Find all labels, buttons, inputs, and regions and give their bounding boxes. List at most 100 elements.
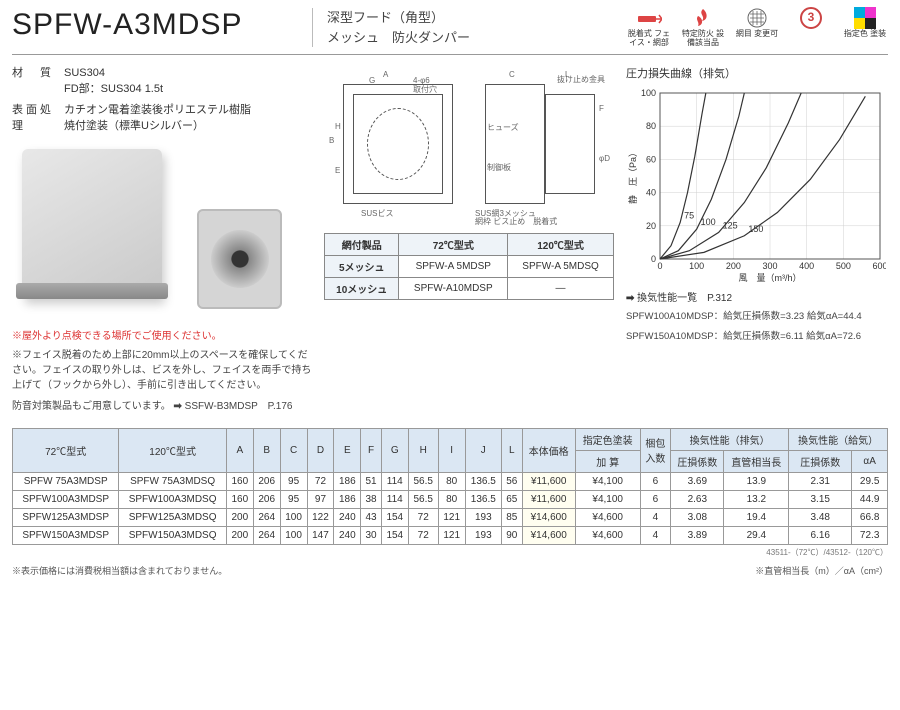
th: 圧損係数 [671, 450, 724, 472]
cell: 19.4 [724, 508, 789, 526]
cell: ¥11,600 [522, 490, 575, 508]
header-row: SPFW-A3MDSP 深型フード（角型） メッシュ 防火ダンパー 脱着式 フェ… [12, 8, 888, 55]
cell: 97 [307, 490, 334, 508]
right-column: 圧力損失曲線（排気） 01002003004005006000204060801… [626, 65, 888, 414]
svg-text:75: 75 [684, 210, 694, 220]
svg-text:150: 150 [748, 223, 763, 233]
cell: 51 [361, 472, 382, 490]
left-column: 材 質 SUS304 FD部：SUS304 1.5t 表面処理 カチオン電着塗装… [12, 65, 312, 414]
cell: 206 [253, 472, 280, 490]
svg-text:静 圧（Pa）: 静 圧（Pa） [627, 148, 638, 204]
cell: 43 [361, 508, 382, 526]
cell: 121 [438, 526, 465, 544]
th: G [381, 428, 408, 472]
th: 加 算 [575, 450, 640, 472]
cell: 200 [226, 508, 253, 526]
fire-icon [690, 8, 716, 28]
note-install: ※フェイス脱着のため上部に20mm以上のスペースを確保してください。フェイスの取… [12, 348, 312, 393]
note-red: ※屋外より点検できる場所でご使用ください。 [12, 327, 312, 342]
th: B [253, 428, 280, 472]
cell: 95 [280, 472, 307, 490]
th: 換気性能（排気） [671, 428, 789, 450]
th: 換気性能（給気） [789, 428, 888, 450]
tax-note: ※表示価格には消費税相当額は含まれておりません。 [12, 564, 227, 577]
cell: 193 [465, 526, 501, 544]
svg-text:100: 100 [689, 261, 704, 271]
cell: 186 [334, 472, 361, 490]
cell: 186 [334, 490, 361, 508]
th: 圧損係数 [789, 450, 852, 472]
cell: 5メッシュ [325, 255, 399, 277]
cell: 95 [280, 490, 307, 508]
subtitle-line2: メッシュ 防火ダンパー [327, 28, 512, 48]
product-photo [12, 139, 312, 319]
cell: ¥4,600 [575, 508, 640, 526]
cell: 3.89 [671, 526, 724, 544]
th: C [280, 428, 307, 472]
cell: ¥14,600 [522, 508, 575, 526]
svg-text:40: 40 [646, 187, 656, 197]
badge-fire: 特定防火 設備該当品 [680, 8, 726, 48]
svg-text:200: 200 [726, 261, 741, 271]
chart-spec2: SPFW150A10MDSP：給気圧損係数=6.11 給気αA=72.6 [626, 330, 888, 344]
th: I [438, 428, 465, 472]
cell: SPFW 75A3MDSQ [119, 472, 227, 490]
cell: 193 [465, 508, 501, 526]
th: 120℃型式 [119, 428, 227, 472]
cell: 100 [280, 508, 307, 526]
svg-text:500: 500 [836, 261, 851, 271]
cell: SPFW150A3MDSQ [119, 526, 227, 544]
badge-label: 脱着式 フェイス・網部 [626, 30, 672, 48]
spec-label: 材 質 [12, 65, 64, 98]
cell: 72 [408, 526, 438, 544]
cell: 29.4 [724, 526, 789, 544]
cell: 147 [307, 526, 334, 544]
spec-value: FD部：SUS304 1.5t [64, 81, 312, 98]
cell: 65 [501, 490, 522, 508]
cell: 160 [226, 490, 253, 508]
spec-finish: 表面処理 カチオン電着塗装後ポリエステル樹脂 焼付塗装（標準Uシルバー） [12, 102, 312, 135]
detach-icon [636, 8, 662, 28]
cell: 3.15 [789, 490, 852, 508]
cell: 85 [501, 508, 522, 526]
th: αA [852, 450, 888, 472]
cell: 3.69 [671, 472, 724, 490]
mesh-table: 網付製品 72℃型式 120℃型式 5メッシュSPFW-A 5MDSPSPFW-… [324, 233, 614, 300]
th: 72℃型式 [13, 428, 119, 472]
cell: 3.48 [789, 508, 852, 526]
cell: ― [508, 277, 614, 299]
cell: 4 [640, 508, 671, 526]
cell: 72 [408, 508, 438, 526]
cell: 6.16 [789, 526, 852, 544]
cell: SPFW-A 5MDSP [399, 255, 508, 277]
cell: ¥11,600 [522, 472, 575, 490]
chart-spec1: SPFW100A10MDSP：給気圧損係数=3.23 給気αA=44.4 [626, 310, 888, 324]
cell: 4 [640, 526, 671, 544]
cell: 264 [253, 508, 280, 526]
feature-badges: 脱着式 フェイス・網部 特定防火 設備該当品 網目 変更可 3 [626, 8, 888, 48]
cell: SPFW-A 5MDSQ [508, 255, 614, 277]
cell: SPFW150A3MDSP [13, 526, 119, 544]
cell: ¥4,100 [575, 490, 640, 508]
badge-num: 3 [788, 8, 834, 48]
cell: 56.5 [408, 490, 438, 508]
model-number: SPFW-A3MDSP [12, 8, 312, 42]
cell: 160 [226, 472, 253, 490]
cell: 2.31 [789, 472, 852, 490]
chart-title: 圧力損失曲線（排気） [626, 65, 888, 81]
cell: 114 [381, 472, 408, 490]
badge-label: 指定色 塗装 [844, 30, 886, 39]
cell: SPFW100A3MDSP [13, 490, 119, 508]
svg-text:400: 400 [799, 261, 814, 271]
th: 本体価格 [522, 428, 575, 472]
cell: SPFW 75A3MDSP [13, 472, 119, 490]
th: 指定色塗装 [575, 428, 640, 450]
cell: 66.8 [852, 508, 888, 526]
svg-text:125: 125 [723, 220, 738, 230]
grille-illustration [197, 209, 282, 309]
spec-value: 焼付塗装（標準Uシルバー） [64, 118, 312, 135]
cell: 100 [280, 526, 307, 544]
svg-text:風 量（m³/h）: 風 量（m³/h） [738, 273, 801, 283]
cell: 30 [361, 526, 382, 544]
cell: 6 [640, 490, 671, 508]
